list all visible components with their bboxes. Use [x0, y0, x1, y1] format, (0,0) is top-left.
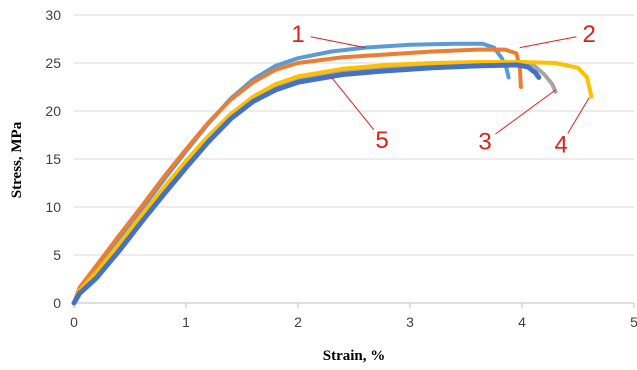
- annotation-label: 5: [375, 127, 388, 154]
- series-line: [71, 62, 542, 306]
- series-line: [72, 61, 558, 305]
- x-tick-label: 4: [518, 314, 526, 330]
- y-tick-label: 0: [53, 295, 61, 311]
- gridlines: [74, 14, 634, 256]
- series-line: [72, 41, 511, 305]
- x-tick-label: 3: [406, 314, 414, 330]
- annotation-leader: [310, 36, 366, 49]
- x-tick-label: 2: [294, 314, 302, 330]
- y-tick-label: 5: [53, 247, 61, 263]
- annotation-label: 1: [291, 21, 304, 48]
- annotation-label: 3: [478, 129, 491, 156]
- annotation-leader: [495, 89, 556, 135]
- x-tick-label: 1: [182, 314, 190, 330]
- y-tick-label: 30: [45, 7, 61, 23]
- annotation-label: 2: [583, 21, 596, 48]
- x-tick-label: 0: [70, 314, 78, 330]
- data-series: [71, 41, 594, 306]
- y-tick-label: 15: [45, 151, 61, 167]
- series-line: [72, 60, 594, 305]
- annotation-leader: [567, 97, 590, 134]
- annotation-leader: [331, 77, 375, 131]
- annotation-label: 4: [555, 132, 568, 159]
- y-axis-title: Stress, MPa: [9, 121, 25, 198]
- y-tick-label: 10: [45, 199, 61, 215]
- series-line: [72, 47, 523, 305]
- y-tick-label: 20: [45, 103, 61, 119]
- x-tick-label: 5: [630, 314, 637, 330]
- curve-annotations: 1 2 5 3 4: [291, 21, 596, 158]
- y-tick-label: 25: [45, 55, 61, 71]
- annotation-leader: [519, 36, 577, 49]
- x-axis-title: Strain, %: [323, 348, 386, 364]
